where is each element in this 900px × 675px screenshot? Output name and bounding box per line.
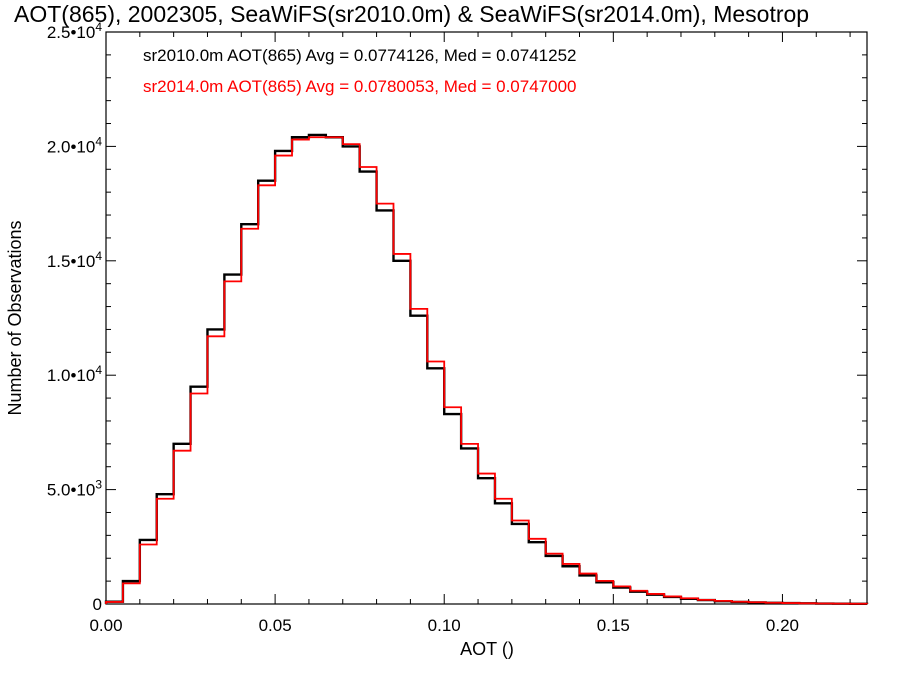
y-tick-label: 2.0•104 bbox=[47, 134, 103, 156]
y-tick-label: 2.5•104 bbox=[47, 20, 103, 42]
y-tick-exponent: 4 bbox=[95, 363, 102, 377]
y-tick-mantissa: 5.0•10 bbox=[47, 481, 96, 500]
y-tick-mantissa: 0 bbox=[93, 595, 102, 614]
x-tick-label: 0.00 bbox=[89, 616, 122, 635]
annotation-sr2014: sr2014.0m AOT(865) Avg = 0.0780053, Med … bbox=[143, 77, 577, 96]
y-tick-mantissa: 1.0•10 bbox=[47, 366, 96, 385]
series-line-sr2010 bbox=[104, 133, 869, 605]
series-layer bbox=[104, 133, 869, 605]
x-tick-label: 0.10 bbox=[428, 616, 461, 635]
x-tick-label: 0.15 bbox=[597, 616, 630, 635]
x-tick-label: 0.05 bbox=[259, 616, 292, 635]
y-tick-label: 5.0•103 bbox=[47, 478, 103, 500]
plot-frame bbox=[105, 31, 868, 605]
annotation-sr2010: sr2010.0m AOT(865) Avg = 0.0774126, Med … bbox=[143, 46, 577, 65]
y-tick-label: 1.0•104 bbox=[47, 363, 103, 385]
chart-title: AOT(865), 2002305, SeaWiFS(sr2010.0m) & … bbox=[14, 1, 809, 27]
axis-ticks bbox=[105, 31, 867, 605]
y-axis-label: Number of Observations bbox=[5, 220, 25, 415]
y-tick-label: 0 bbox=[93, 595, 102, 614]
x-tick-label: 0.20 bbox=[766, 616, 799, 635]
y-tick-exponent: 3 bbox=[95, 478, 102, 492]
y-tick-exponent: 4 bbox=[95, 249, 102, 263]
y-tick-mantissa: 2.0•10 bbox=[47, 137, 96, 156]
x-tick-labels: 0.00 0.05 0.10 0.15 0.20 bbox=[89, 616, 799, 635]
y-tick-exponent: 4 bbox=[95, 20, 102, 34]
y-tick-label: 1.5•104 bbox=[47, 249, 103, 271]
y-tick-mantissa: 1.5•10 bbox=[47, 252, 96, 271]
y-tick-exponent: 4 bbox=[95, 134, 102, 148]
series-line-sr2014 bbox=[105, 136, 868, 605]
y-tick-mantissa: 2.5•10 bbox=[47, 23, 96, 42]
x-axis-label: AOT () bbox=[460, 639, 514, 659]
